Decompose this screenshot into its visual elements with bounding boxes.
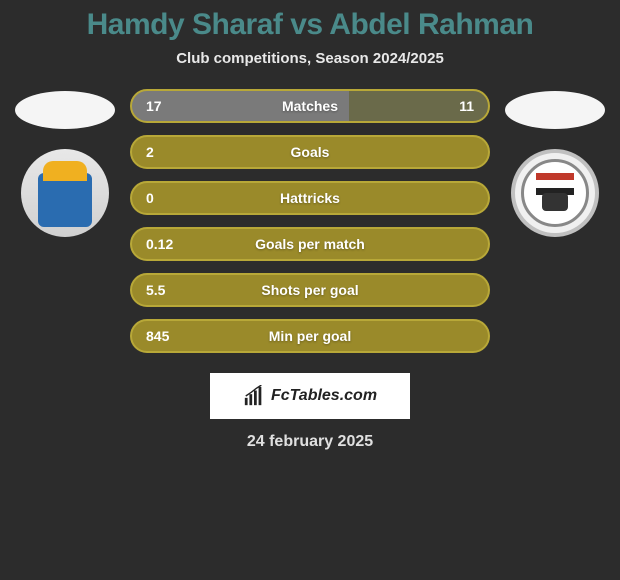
chart-icon [243,385,265,407]
stat-label: Min per goal [269,328,351,344]
club-badge-left [21,149,109,237]
stat-value-right: 11 [424,98,474,114]
stat-label: Goals per match [255,236,365,252]
stat-value-left: 17 [146,98,196,114]
club-badge-right [511,149,599,237]
comparison-card: Hamdy Sharaf vs Abdel Rahman Club compet… [0,0,620,580]
stat-value-left: 5.5 [146,282,196,298]
right-side-column [500,89,610,237]
stat-value-left: 0 [146,190,196,206]
stat-row: 845 Min per goal [130,319,490,353]
stat-value-left: 0.12 [146,236,196,252]
stat-row: 17 Matches 11 [130,89,490,123]
stat-row: 2 Goals [130,135,490,169]
stat-value-left: 845 [146,328,196,344]
stats-column: 17 Matches 11 2 Goals 0 Hattricks 0.12 Goals per… [130,89,490,353]
content-row: 17 Matches 11 2 Goals 0 Hattricks 0.12 Goals per… [0,89,620,353]
season-subtitle: Club competitions, Season 2024/2025 [176,50,444,67]
stat-label: Shots per goal [261,282,358,298]
page-title: Hamdy Sharaf vs Abdel Rahman [87,8,534,42]
stat-value-left: 2 [146,144,196,160]
stat-row: 0.12 Goals per match [130,227,490,261]
stat-row: 5.5 Shots per goal [130,273,490,307]
stat-label: Matches [282,98,338,114]
player-photo-right [505,91,605,129]
player-photo-left [15,91,115,129]
brand-label: FcTables.com [271,387,377,405]
stat-label: Hattricks [280,190,340,206]
date-text: 24 february 2025 [247,433,373,451]
stat-row: 0 Hattricks [130,181,490,215]
stat-label: Goals [291,144,330,160]
brand-footer[interactable]: FcTables.com [210,373,410,419]
left-side-column [10,89,120,237]
